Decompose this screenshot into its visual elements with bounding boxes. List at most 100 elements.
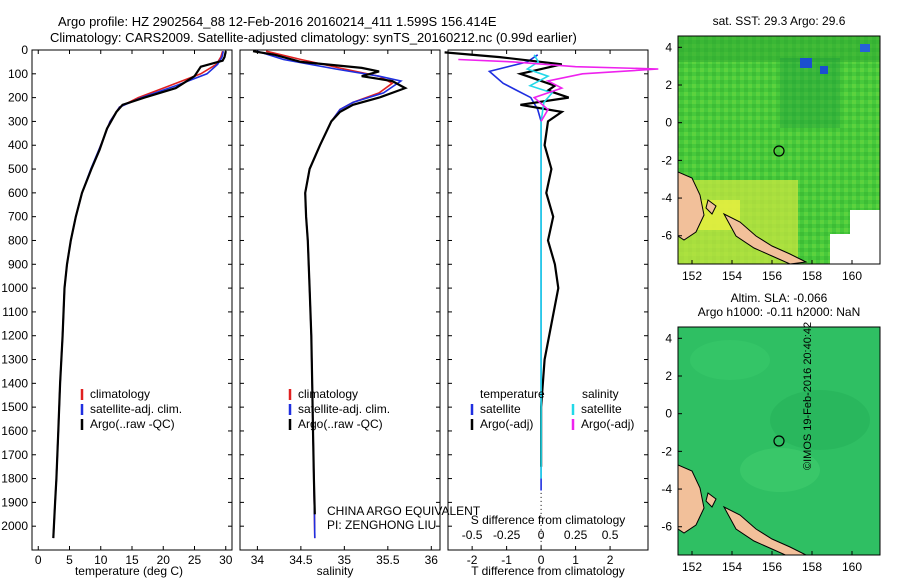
legend-label: Argo(-adj) (581, 417, 634, 431)
x-tick-label: 10 (94, 553, 108, 567)
y-tick-label: 1200 (1, 329, 28, 343)
plot-frame (447, 49, 649, 551)
plot-frame (31, 49, 233, 551)
difference-profile-panel: -2 -1 0 1 2 -0.5 -0.25 0 0.25 0.5 temperature salin… (444, 49, 659, 567)
legend-label: Argo(-adj) (480, 417, 533, 431)
y-tick-label: 1800 (1, 472, 28, 486)
legend: temperature salinitysatelliteArgo(-adj)sa… (470, 387, 634, 431)
y-tick-label: 2000 (1, 519, 28, 533)
y-tick-label: 400 (8, 138, 28, 152)
map-x-tick-label: 152 (682, 560, 702, 574)
map-x-tick-label: 160 (842, 269, 862, 283)
x-tick-label: 35.5 (376, 553, 400, 567)
legend-label: climatology (298, 387, 358, 401)
sst-map-title: sat. SST: 29.3 Argo: 29.6 (713, 14, 846, 28)
temperature-xlabel: temperature (deg C) (75, 564, 183, 578)
difference-top-xlabel: S difference from climatology (471, 513, 626, 527)
map-y-tick-label: -6 (661, 520, 672, 534)
x-tick-label: 20 (157, 553, 171, 567)
series-line-argo (52, 50, 227, 539)
y-tick-label: 600 (8, 186, 28, 200)
map-y-tick-label: 0 (665, 407, 672, 421)
x-tick-label: 30 (219, 553, 233, 567)
legend-label: satellite (581, 402, 622, 416)
y-tick-label: 0 (21, 43, 28, 57)
legend-label: satellite-adj. clim. (298, 402, 390, 416)
sla-map-axes: 152 154 156 158 160 4 2 0 -2 -4 -6 (661, 331, 862, 574)
map-y-tick-label: -2 (661, 444, 672, 458)
map-y-tick-label: -6 (661, 229, 672, 243)
figure-title-line-2: Climatology: CARS2009. Satellite-adjuste… (50, 30, 577, 45)
argo-position-marker-sst (773, 145, 785, 157)
map-x-tick-label: 156 (762, 560, 782, 574)
sla-map-title-line-2: Argo h1000: -0.11 h2000: NaN (698, 305, 861, 319)
x-tick-label: 5 (66, 553, 73, 567)
x-tick-label: 0 (35, 553, 42, 567)
y-tick-label: 1500 (1, 400, 28, 414)
y-tick-label: 200 (8, 91, 28, 105)
legend-title: temperature (480, 387, 545, 401)
x-top-tick-label: 0 (538, 528, 545, 542)
y-tick-label: 1400 (1, 376, 28, 390)
imos-timestamp: ©IMOS 19-Feb-2016 20:40:42 (801, 321, 814, 470)
x-tick-label: 34.5 (289, 553, 313, 567)
y-tick-label: 1900 (1, 495, 28, 509)
sst-map: sat. SST: 29.3 Argo: 29.6 152 154 156 158 16… (661, 14, 881, 283)
x-tick-label: 35 (338, 553, 352, 567)
legend-label: satellite (480, 402, 521, 416)
map-x-tick-label: 156 (762, 269, 782, 283)
legend-label: Argo(..raw -QC) (298, 417, 383, 431)
y-tick-label: 1000 (1, 281, 28, 295)
float-owner-annotation: CHINA ARGO EQUIVALENT (327, 504, 481, 518)
series-line-climatology (52, 50, 224, 539)
salinity-profile-panel: 34 34.5 35 35.5 36 climatologysatellite-adj. … (239, 49, 441, 567)
x-top-tick-label: 0.25 (564, 528, 588, 542)
map-y-tick-label: 4 (665, 331, 672, 345)
plot-frame (239, 49, 441, 551)
y-tick-label: 300 (8, 114, 28, 128)
sst-map-axes: 152 154 156 158 160 4 2 0 -2 -4 -6 (661, 40, 862, 283)
y-tick-label: 1100 (2, 305, 28, 319)
y-tick-label: 1600 (1, 424, 28, 438)
difference-bottom-xlabel: T difference from climatology (471, 564, 625, 578)
series-line-argo_salinity_adj (458, 58, 659, 122)
y-tick-label: 900 (8, 257, 28, 271)
figure-title-line-1: Argo profile: HZ 2902564_88 12-Feb-2016 … (58, 14, 497, 29)
x-top-tick-label: 0.5 (602, 528, 619, 542)
legend-title: salinity (582, 387, 619, 401)
map-x-tick-label: 152 (682, 269, 702, 283)
legend-label: Argo(..raw -QC) (90, 417, 175, 431)
salinity-xlabel: salinity (317, 564, 354, 578)
map-x-tick-label: 158 (802, 269, 822, 283)
x-tick-label: -2 (467, 553, 478, 567)
series-line-satellite_salinity (525, 54, 554, 479)
argo-position-marker-sla (773, 435, 785, 447)
map-x-tick-label: 158 (802, 560, 822, 574)
series-line-satellite (52, 51, 225, 539)
map-y-tick-label: 4 (665, 40, 672, 54)
x-tick-label: 1 (572, 553, 579, 567)
x-tick-label: 15 (125, 553, 139, 567)
y-tick-label: 700 (8, 210, 28, 224)
map-y-tick-label: 2 (665, 369, 672, 383)
map-y-tick-label: 2 (665, 78, 672, 92)
y-tick-label: 800 (8, 233, 28, 247)
map-x-tick-label: 160 (842, 560, 862, 574)
y-tick-label: 500 (8, 162, 28, 176)
series-line-argo (252, 50, 408, 515)
sla-map-title-line-1: Altim. SLA: -0.066 (731, 291, 828, 305)
x-top-tick-label: -0.25 (493, 528, 521, 542)
y-tick-label: 1300 (1, 353, 28, 367)
x-top-tick-label: -0.5 (462, 528, 483, 542)
map-x-tick-label: 154 (722, 269, 742, 283)
y-tick-label: 100 (8, 67, 28, 81)
legend-label: satellite-adj. clim. (90, 402, 182, 416)
legend-label: climatology (90, 387, 150, 401)
x-tick-label: 25 (188, 553, 202, 567)
map-y-tick-label: -4 (661, 191, 672, 205)
map-y-tick-label: -4 (661, 482, 672, 496)
map-y-tick-label: 0 (665, 116, 672, 130)
